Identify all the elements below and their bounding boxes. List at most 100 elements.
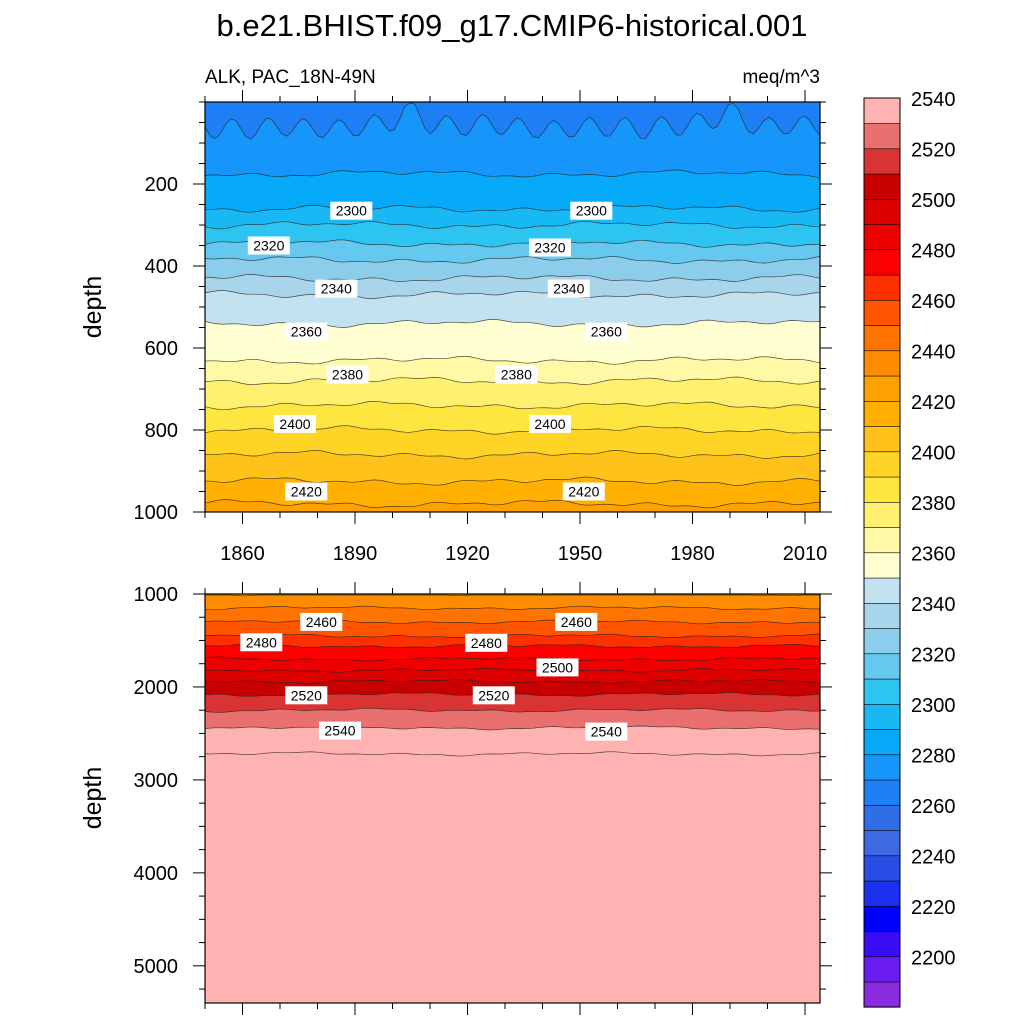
- svg-text:2340: 2340: [321, 281, 352, 297]
- contour-label: 2300: [570, 201, 613, 220]
- svg-text:2520: 2520: [478, 687, 509, 703]
- contour-band: [205, 290, 820, 328]
- colorbar: 2200 2220 2240 2260 2280 2300 2320 2340 2360 2380…: [863, 89, 956, 1008]
- contour-band: [205, 103, 820, 178]
- y-tick-label: 1000: [134, 584, 179, 606]
- contour-label: 2340: [315, 279, 358, 298]
- y-tick-label: 2000: [134, 677, 179, 699]
- contour-line: [205, 679, 820, 684]
- contour-label: 2420: [562, 482, 605, 501]
- y-tick-label: 200: [145, 174, 178, 196]
- colorbar-tick-label: 2220: [911, 897, 956, 919]
- colorbar-swatch: [863, 728, 901, 756]
- svg-text:2320: 2320: [534, 240, 565, 256]
- colorbar-swatch: [863, 930, 901, 958]
- svg-text:2380: 2380: [332, 367, 363, 383]
- colorbar-swatch: [863, 981, 901, 1008]
- contour-label: 2420: [285, 482, 328, 501]
- colorbar-swatch: [863, 476, 901, 503]
- y-tick-label: 600: [145, 338, 178, 360]
- contour-line: [205, 656, 820, 662]
- x-tick-label: 1950: [558, 543, 603, 565]
- colorbar-tick-label: 2360: [911, 544, 956, 566]
- svg-text:2360: 2360: [291, 324, 322, 340]
- colorbar-swatch: [863, 173, 901, 200]
- colorbar-swatch: [863, 148, 901, 175]
- colorbar-swatch: [863, 779, 901, 806]
- contour-line: [205, 169, 820, 179]
- contour-band: [205, 725, 820, 756]
- contour-band: [205, 477, 820, 508]
- colorbar-swatch: [863, 122, 901, 150]
- colorbar-swatch: [863, 526, 901, 554]
- contour-band: [205, 169, 820, 213]
- contour-label: 2380: [326, 365, 369, 384]
- contour-line: [205, 256, 820, 264]
- lower-contour-panel: 2460 2460 2480 2480 2500 2520 2520 2540 2540 1000…: [134, 582, 832, 1015]
- contour-label: 2540: [585, 722, 628, 741]
- colorbar-swatch: [863, 855, 901, 882]
- colorbar-swatch: [863, 754, 901, 781]
- contour-label: 2340: [547, 279, 590, 298]
- x-tick-label: 2010: [783, 543, 828, 565]
- colorbar-tick-label: 2480: [911, 241, 956, 263]
- svg-text:2460: 2460: [306, 614, 337, 630]
- svg-text:2480: 2480: [246, 634, 277, 650]
- contour-band: [205, 102, 820, 139]
- colorbar-swatch: [863, 653, 901, 680]
- contour-label: 2380: [495, 365, 538, 384]
- upper-y-axis-title: depth: [79, 276, 107, 339]
- svg-text:2480: 2480: [471, 635, 502, 651]
- y-tick-label: 3000: [134, 770, 179, 792]
- colorbar-swatch: [863, 804, 901, 831]
- colorbar-tick-label: 2300: [911, 695, 956, 717]
- contour-band: [205, 274, 820, 299]
- svg-text:2340: 2340: [553, 281, 584, 297]
- contour-line: [205, 725, 820, 731]
- contour-band: [205, 450, 820, 486]
- colorbar-swatch: [863, 375, 901, 402]
- colorbar-swatch: [863, 223, 901, 251]
- svg-text:2520: 2520: [291, 687, 322, 703]
- contour-band: [205, 606, 820, 624]
- y-tick-label: 1000: [134, 502, 179, 524]
- colorbar-tick-label: 2380: [911, 493, 956, 515]
- contour-label: 2320: [529, 238, 571, 257]
- contour-band: [205, 644, 820, 662]
- contour-line: [205, 667, 820, 673]
- upper-contour-panel: 2300 2300 2320 2320 2340 2340 2360 2360 2380 2380…: [134, 90, 832, 565]
- colorbar-tick-label: 2460: [911, 291, 956, 313]
- contour-band: [205, 239, 820, 264]
- svg-text:2320: 2320: [253, 238, 284, 254]
- figure-title: b.e21.BHIST.f09_g17.CMIP6-historical.001: [216, 8, 807, 43]
- contour-label: 2460: [555, 612, 598, 631]
- colorbar-swatch: [863, 829, 901, 857]
- contour-label: 2300: [330, 201, 373, 220]
- x-tick-label: 1920: [445, 543, 490, 565]
- contour-band: [205, 319, 820, 365]
- contour-label: 2480: [465, 633, 508, 652]
- contour-label: 2320: [247, 236, 290, 255]
- colorbar-tick-label: 2420: [911, 392, 956, 414]
- contour-label: 2400: [529, 414, 571, 433]
- contour-label: 2520: [285, 686, 328, 705]
- colorbar-swatch: [863, 905, 901, 932]
- colorbar-swatch: [863, 678, 901, 705]
- colorbar-swatch: [863, 703, 901, 730]
- colorbar-swatch: [863, 97, 901, 124]
- contour-line: [205, 499, 820, 509]
- colorbar-swatch: [863, 350, 901, 377]
- colorbar-tick-label: 2200: [911, 948, 956, 970]
- colorbar-tick-label: 2520: [911, 140, 956, 162]
- contour-line: [205, 450, 820, 460]
- svg-text:2380: 2380: [501, 367, 532, 383]
- contour-line: [205, 356, 820, 365]
- colorbar-swatch: [863, 400, 901, 427]
- colorbar-swatch: [863, 602, 901, 629]
- contour-line: [205, 707, 820, 713]
- contour-line: [205, 290, 820, 299]
- contour-band: [205, 425, 820, 459]
- colorbar-swatch: [863, 249, 901, 276]
- contour-label: 2460: [300, 612, 343, 631]
